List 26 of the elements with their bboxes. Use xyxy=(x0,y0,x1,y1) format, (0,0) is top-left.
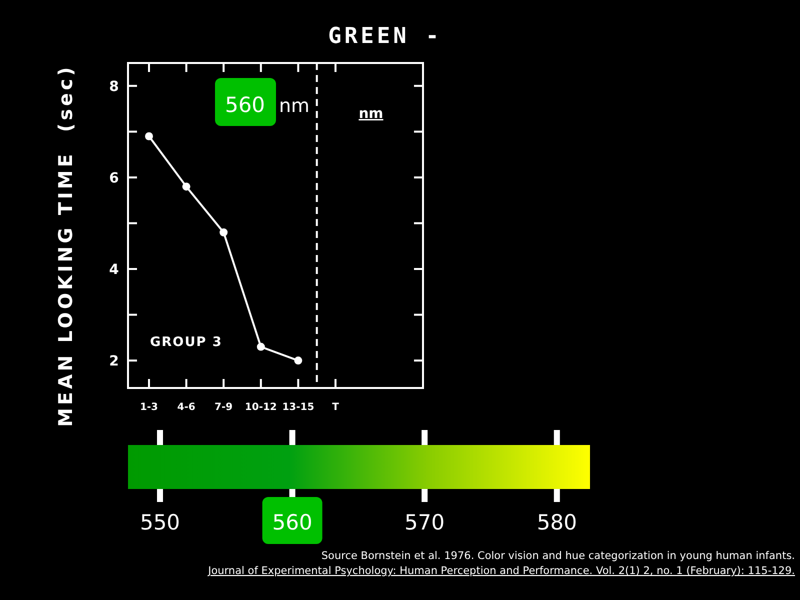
point xyxy=(182,182,190,191)
text: nm xyxy=(358,106,384,122)
x-tick-label: T xyxy=(332,402,340,413)
y-tick-label: 2 xyxy=(109,353,119,370)
y-tick-label: 8 xyxy=(109,78,119,95)
y-axis-title: MEAN LOOKING TIME (sec) xyxy=(55,64,77,427)
text: 550 xyxy=(140,510,180,534)
point xyxy=(294,356,302,365)
source-note: Source Bornstein et al. 1976. Color vision and hue categorization in young human infants. xyxy=(321,550,795,562)
x-tick-label: 1-3 xyxy=(140,402,158,413)
chart-title: GREEN - xyxy=(328,24,442,49)
x-tick-label: 10-12 xyxy=(244,402,277,413)
text: 560 xyxy=(272,510,312,534)
point xyxy=(220,228,228,236)
y-tick-label: 4 xyxy=(109,262,120,278)
y-tick-label: 6 xyxy=(109,170,119,186)
point xyxy=(145,132,153,140)
text: 570 xyxy=(404,510,445,534)
x-tick-label: 4-6 xyxy=(177,402,196,413)
annotation: 560 nm xyxy=(224,93,310,117)
annotation: GROUP 3 xyxy=(150,335,222,350)
x-tick-label: 7-9 xyxy=(214,402,233,413)
text: 580 xyxy=(536,510,577,534)
text: Journal of Experimental Psychology: Human Perception and Performance. Vol. 2(1) 2, no. 1 (February): 115-129. xyxy=(207,565,795,577)
x-tick-label: 13-15 xyxy=(282,402,314,413)
point xyxy=(256,342,265,351)
